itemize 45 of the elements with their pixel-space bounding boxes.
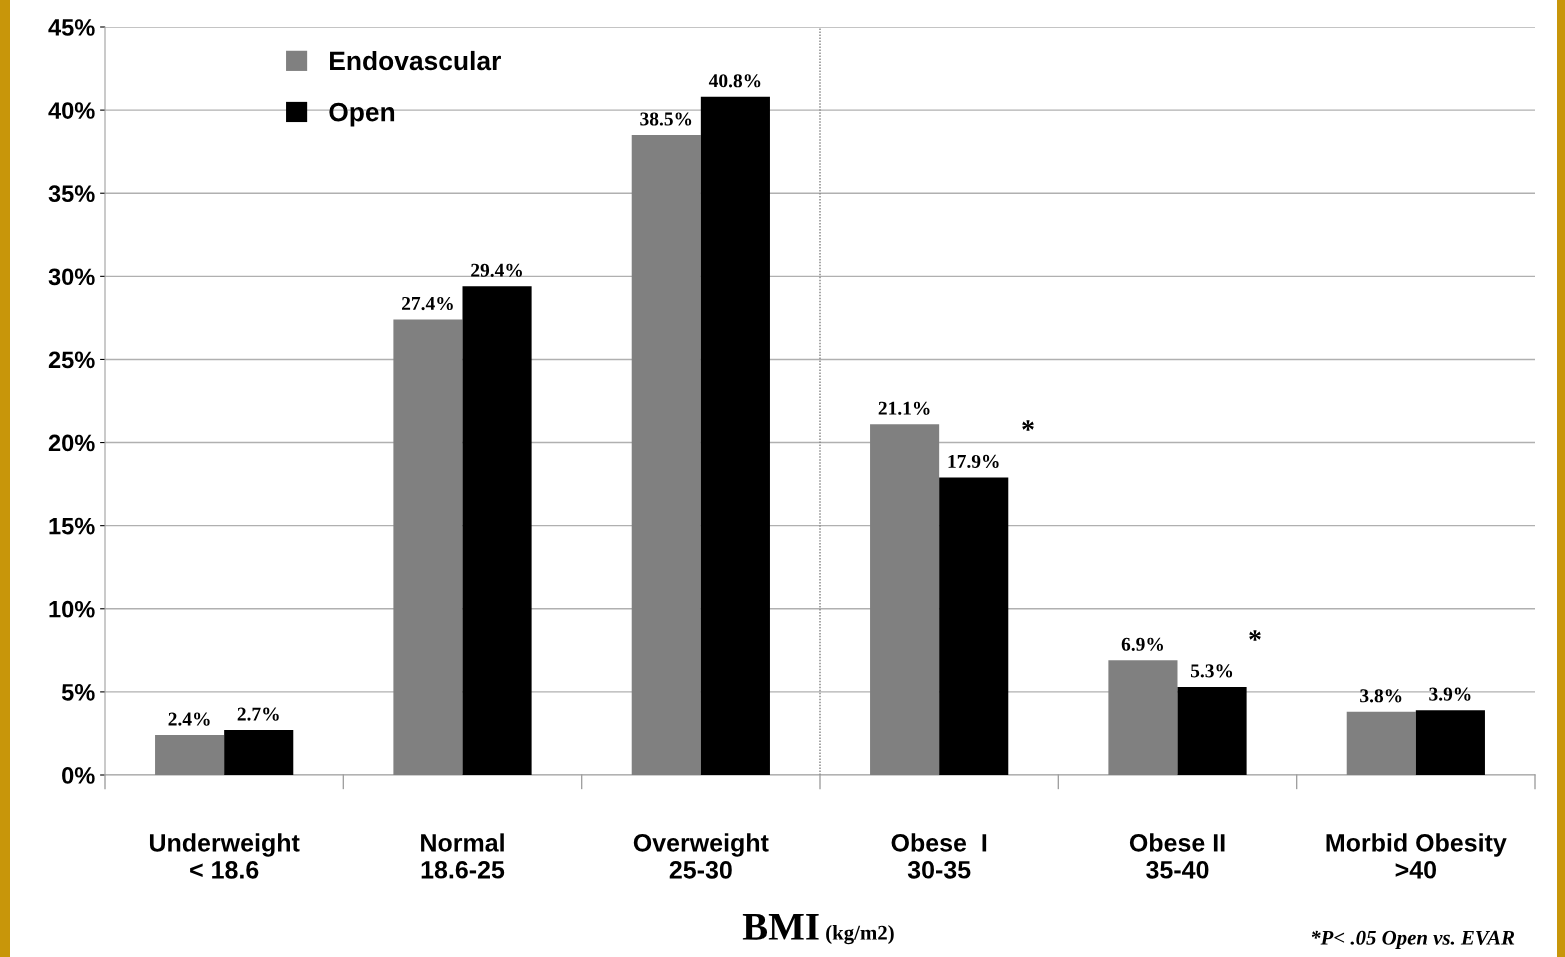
- bar: [1415, 710, 1485, 775]
- data-label: 38.5%: [640, 112, 692, 126]
- y-tick-label: 10%: [49, 600, 95, 618]
- x-tick-label: Underweight < 18.6: [149, 833, 300, 879]
- data-label: 2.7%: [237, 707, 279, 721]
- bar: [1177, 686, 1247, 775]
- y-tick-label: 45%: [48, 19, 95, 36]
- bar: [870, 424, 940, 775]
- y-tick-label: 30%: [48, 268, 95, 286]
- x-tick-label: Normal 18.6-25: [421, 833, 505, 879]
- data-label: 27.4%: [402, 296, 453, 311]
- legend-label: Endovascular: [330, 50, 501, 71]
- bar: [700, 96, 770, 775]
- data-label: 40.8%: [708, 74, 761, 88]
- bar: [939, 477, 1009, 775]
- data-label: 3.8%: [1360, 689, 1402, 703]
- x-tick-label: Obese I 30-35: [891, 833, 987, 879]
- text: *P< .05 Open vs. EVAR: [1311, 930, 1515, 949]
- y-tick-label: 25%: [48, 351, 95, 369]
- bar: [1346, 711, 1416, 775]
- bar: [224, 730, 294, 775]
- data-label: 2.4%: [168, 712, 210, 726]
- x-tick-label: Obese II 35-40: [1129, 833, 1225, 879]
- y-tick-label: 5%: [61, 684, 95, 701]
- x-tick-label: Overweight 25-30: [633, 833, 769, 879]
- x-tick-label: Morbid Obesity >40: [1326, 833, 1507, 879]
- bar: [155, 735, 225, 775]
- data-label: 5.3%: [1190, 664, 1233, 678]
- bar: [631, 135, 701, 775]
- annotation: *: [1249, 630, 1261, 641]
- data-label: 3.9%: [1429, 687, 1471, 701]
- data-label: 6.9%: [1121, 637, 1163, 651]
- data-label: 17.9%: [948, 454, 999, 469]
- bar: [1108, 660, 1178, 775]
- annotation: *: [1022, 420, 1034, 431]
- y-tick-label: 35%: [48, 185, 95, 203]
- y-tick-label: 40%: [48, 102, 95, 119]
- bar: [393, 319, 463, 775]
- bar: [462, 286, 532, 775]
- legend-label: Open: [329, 102, 395, 127]
- y-tick-label: 15%: [49, 517, 95, 535]
- data-label: 21.1%: [878, 401, 930, 415]
- data-label: 29.4%: [471, 263, 522, 277]
- y-tick-label: 20%: [48, 434, 95, 452]
- y-tick-label: 0%: [62, 767, 95, 784]
